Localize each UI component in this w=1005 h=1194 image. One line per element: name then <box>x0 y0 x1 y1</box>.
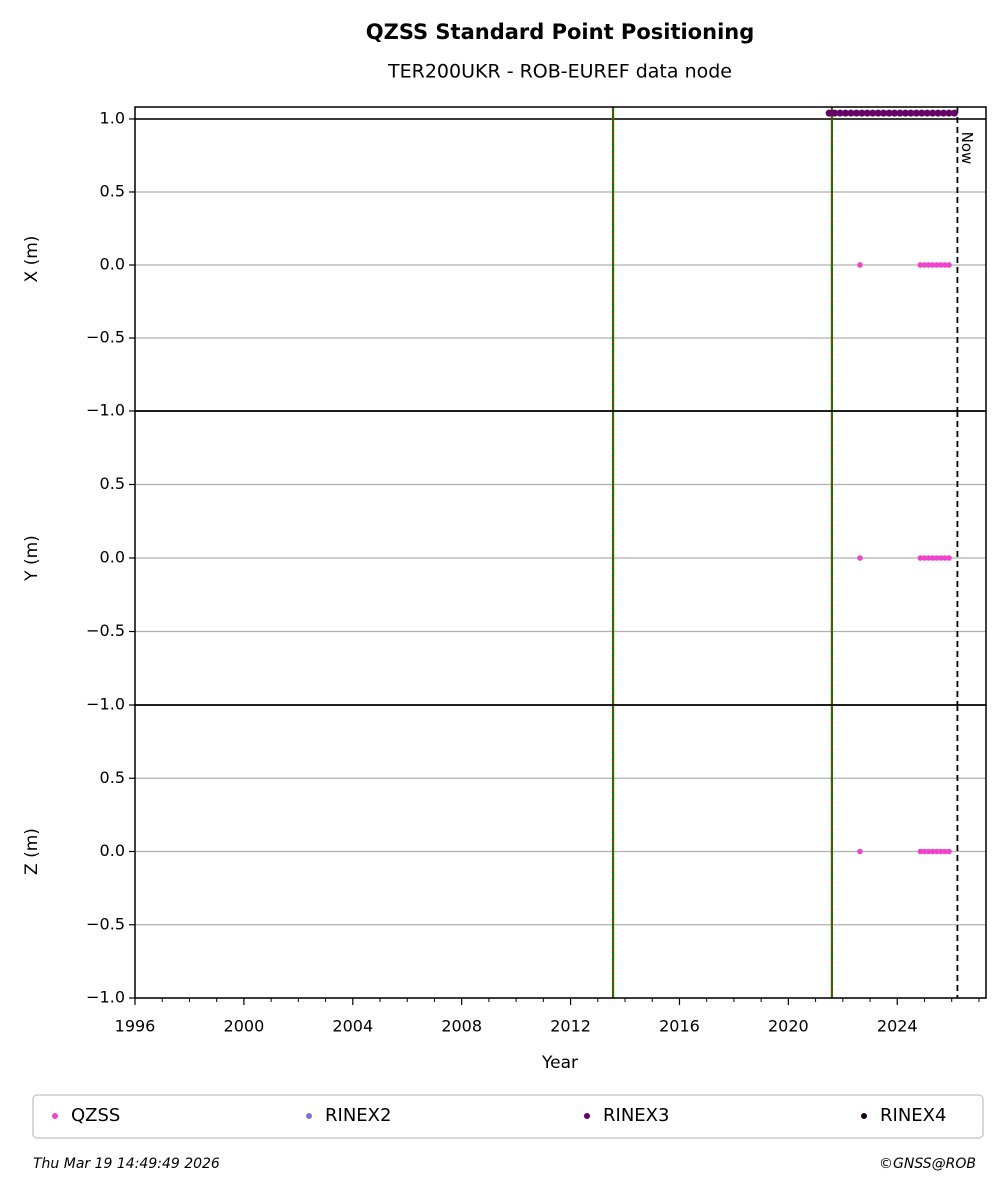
y-axis-label: X (m) <box>22 236 42 283</box>
data-point <box>852 109 860 117</box>
y-tick-label: 0.5 <box>100 768 125 787</box>
data-point <box>921 262 928 268</box>
data-point <box>836 109 844 117</box>
data-point <box>929 555 936 561</box>
data-point <box>831 109 839 117</box>
legend-marker <box>861 1113 867 1119</box>
now-label: Now <box>958 132 976 165</box>
footer-credit: ©GNSS@ROB <box>879 1156 976 1172</box>
panel-frame <box>134 106 987 412</box>
panel-frame <box>134 704 987 999</box>
y-tick-label: −1.0 <box>86 988 125 1007</box>
data-point <box>896 109 904 117</box>
data-point <box>842 109 850 117</box>
data-point <box>917 848 924 855</box>
y-tick-label: −1.0 <box>86 695 125 714</box>
legend-marker <box>52 1113 58 1119</box>
data-point <box>925 848 932 855</box>
data-point <box>950 109 958 117</box>
data-point <box>901 109 909 117</box>
legend-box <box>32 1094 984 1139</box>
legend-label: RINEX2 <box>325 1105 391 1126</box>
data-point <box>917 262 924 268</box>
data-point <box>907 109 915 117</box>
x-tick-label: 1996 <box>115 1017 156 1036</box>
data-point <box>891 109 899 117</box>
data-point <box>933 848 940 855</box>
x-tick-label: 2016 <box>659 1017 700 1036</box>
data-point <box>917 555 924 561</box>
data-point <box>869 109 877 117</box>
data-point <box>934 109 942 117</box>
legend-label: RINEX3 <box>603 1105 669 1126</box>
x-axis-label: Year <box>541 1053 578 1073</box>
y-tick-label: 0.0 <box>100 841 125 860</box>
data-point <box>857 848 863 855</box>
y-tick-label: −1.0 <box>86 401 125 420</box>
data-point <box>942 555 948 561</box>
x-tick-label: 2008 <box>441 1017 482 1036</box>
data-point <box>929 848 936 855</box>
chart-subtitle: TER200UKR - ROB-EUREF data node <box>387 61 732 83</box>
y-tick-label: −0.5 <box>86 327 125 346</box>
data-point <box>921 555 928 561</box>
data-point <box>885 109 893 117</box>
data-point <box>857 262 863 268</box>
data-point <box>825 109 833 117</box>
data-point <box>938 555 944 561</box>
data-point <box>945 109 953 117</box>
data-point <box>925 262 932 268</box>
y-tick-label: 0.0 <box>100 548 125 567</box>
data-point <box>929 109 937 117</box>
legend-marker <box>584 1113 590 1119</box>
data-point <box>938 848 944 855</box>
x-tick-label: 2000 <box>224 1017 265 1036</box>
footer-date: Thu Mar 19 14:49:49 2026 <box>33 1156 220 1172</box>
data-point <box>921 848 928 855</box>
data-point <box>938 262 944 268</box>
data-point <box>857 555 863 561</box>
data-point <box>925 555 932 561</box>
x-tick-label: 2004 <box>332 1017 373 1036</box>
x-tick-label: 2020 <box>768 1017 809 1036</box>
data-point <box>942 848 948 855</box>
data-point <box>946 848 952 855</box>
y-tick-label: 0.5 <box>100 474 125 493</box>
x-tick-label: 2024 <box>877 1017 918 1036</box>
y-tick-label: 0.0 <box>100 254 125 273</box>
legend-label: RINEX4 <box>880 1105 946 1126</box>
data-point <box>946 555 952 561</box>
y-axis-label: Z (m) <box>22 828 42 875</box>
data-point <box>912 109 920 117</box>
y-tick-label: 0.5 <box>100 181 125 200</box>
data-point <box>946 262 952 268</box>
data-point <box>933 262 940 268</box>
legend-marker <box>306 1113 312 1119</box>
data-point <box>940 109 948 117</box>
data-point <box>847 109 855 117</box>
data-point <box>858 109 866 117</box>
data-point <box>942 262 948 268</box>
data-point <box>923 109 931 117</box>
data-point <box>863 109 871 117</box>
data-point <box>880 109 888 117</box>
data-point <box>874 109 882 117</box>
chart-title: QZSS Standard Point Positioning <box>366 20 755 44</box>
legend-label: QZSS <box>71 1105 120 1126</box>
data-point <box>933 555 940 561</box>
y-tick-label: −0.5 <box>86 914 125 933</box>
y-tick-label: 1.0 <box>100 108 125 127</box>
x-tick-label: 2012 <box>550 1017 591 1036</box>
y-tick-label: −0.5 <box>86 621 125 640</box>
y-axis-label: Y (m) <box>22 535 42 582</box>
data-point <box>929 262 936 268</box>
data-point <box>918 109 926 117</box>
